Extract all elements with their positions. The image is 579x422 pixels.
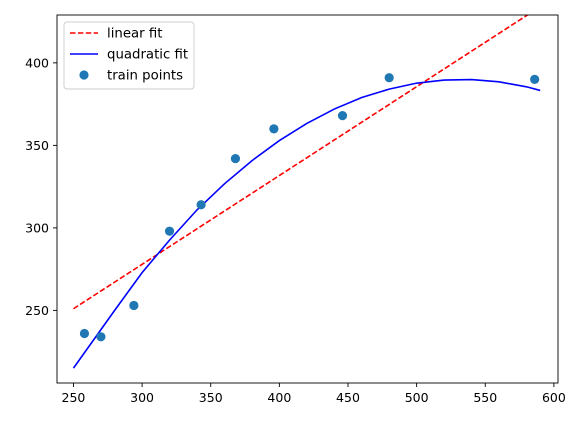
axes: 250 300 350 400 450 500 550 600 250 300 350 400 <box>25 14 566 405</box>
plot-area <box>72 15 541 369</box>
y-tick-label: 250 <box>25 303 49 318</box>
data-point <box>384 73 394 83</box>
axes-frame <box>56 14 559 384</box>
x-tick-label: 300 <box>130 390 154 405</box>
data-point <box>79 328 90 339</box>
x-tick-label: 550 <box>473 390 497 405</box>
series-line-quadratic-fit <box>72 78 541 369</box>
series-line-linear-fit <box>73 15 529 310</box>
data-point <box>164 226 175 236</box>
data-point <box>337 111 348 121</box>
y-tick-label: 400 <box>25 55 49 70</box>
y-tick-label: 300 <box>25 220 49 235</box>
x-tick-label: 250 <box>62 390 86 405</box>
legend-label: linear fit <box>107 27 162 42</box>
legend-label: train points <box>107 69 183 84</box>
legend-label: quadratic fit <box>107 48 188 63</box>
data-point <box>196 200 206 210</box>
data-point <box>269 124 279 134</box>
x-tick-label: 500 <box>405 390 429 405</box>
data-point <box>129 300 139 311</box>
x-tick-label: 400 <box>267 390 291 405</box>
x-tick-label: 450 <box>336 390 360 405</box>
legend-box <box>63 21 195 90</box>
data-point <box>530 74 540 84</box>
y-tick-label: 350 <box>25 138 49 153</box>
legend-swatch-train-points <box>79 70 89 80</box>
x-tick-label: 600 <box>542 390 566 405</box>
legend: linear fit quadratic fit train points <box>63 21 195 90</box>
data-point <box>96 332 106 342</box>
x-tick-label: 350 <box>199 390 223 405</box>
data-point <box>230 153 241 164</box>
